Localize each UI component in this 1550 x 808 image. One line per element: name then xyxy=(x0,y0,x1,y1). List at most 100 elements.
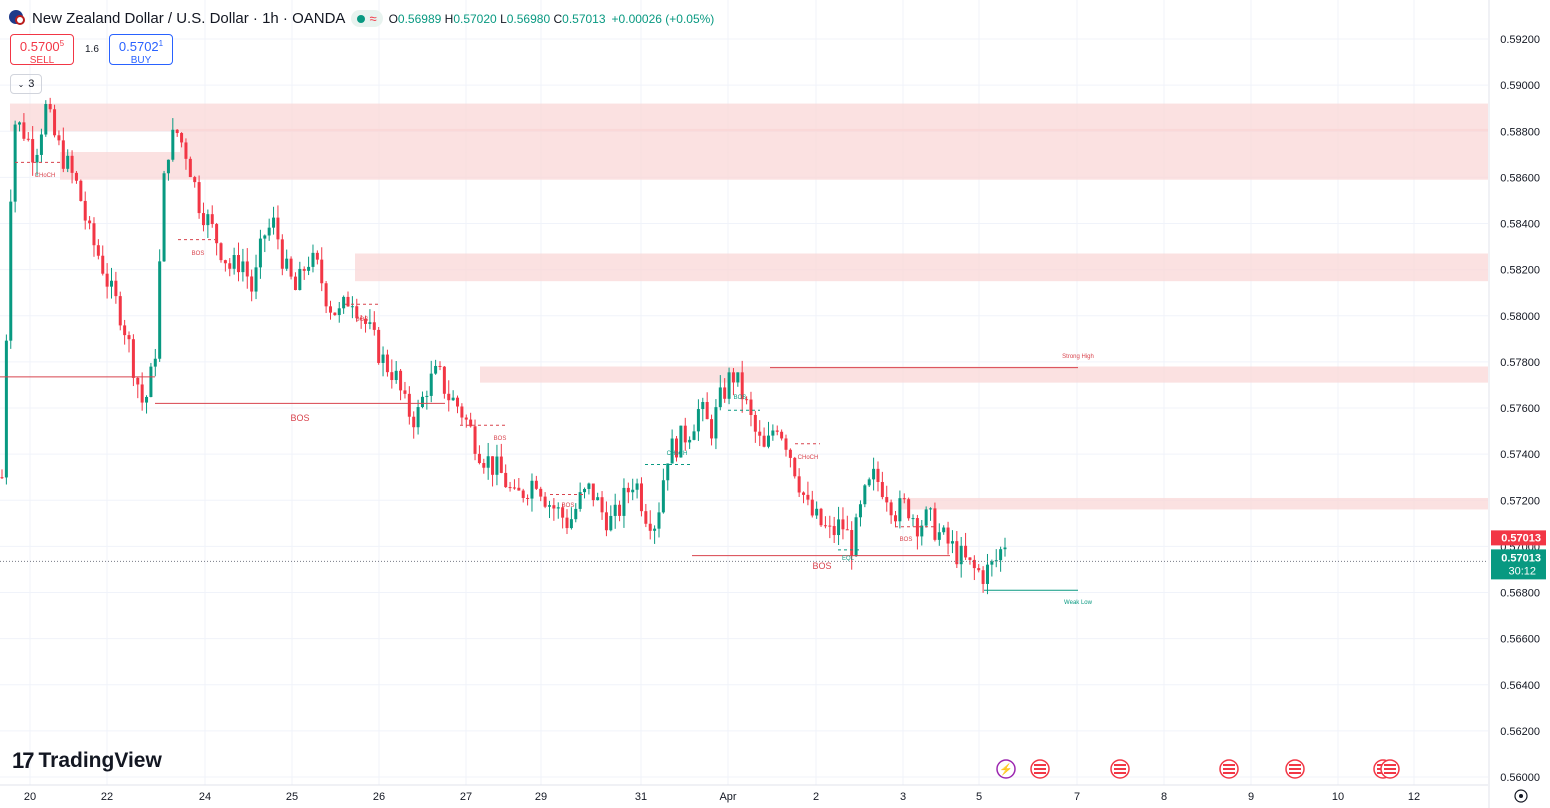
us-event-flag-icon xyxy=(1285,759,1305,779)
time-tick-label: 3 xyxy=(900,791,906,803)
time-tick-label: 24 xyxy=(199,791,211,803)
candle-body xyxy=(482,463,486,468)
sell-button[interactable]: 0.57005 SELL xyxy=(10,34,74,66)
candle-body xyxy=(950,541,954,544)
candle-body xyxy=(320,259,324,284)
candle-body xyxy=(718,387,722,408)
currency-flag-icon xyxy=(8,8,26,29)
candle-body xyxy=(902,498,906,500)
candle-body xyxy=(736,372,740,383)
candle-body xyxy=(280,239,284,269)
indicators-toggle[interactable]: ⌄ 3 xyxy=(10,74,42,94)
supply-zone xyxy=(60,152,1488,180)
candle-body xyxy=(578,492,582,509)
candle-body xyxy=(26,138,30,140)
candle-body xyxy=(543,496,547,507)
candle-body xyxy=(810,499,814,516)
candle-body xyxy=(618,504,622,516)
candle-body xyxy=(92,223,96,246)
bid-price-badge xyxy=(1491,530,1546,546)
chart-legend: New Zealand Dollar / U.S. Dollar · 1h · … xyxy=(8,8,714,29)
last-price-badge xyxy=(1491,549,1546,580)
market-status-pill[interactable]: ≈ xyxy=(351,10,383,27)
candle-body xyxy=(696,409,700,432)
candle-body xyxy=(61,140,65,169)
supply-zone xyxy=(480,366,1488,383)
time-tick-label: 5 xyxy=(976,791,982,803)
economic-events[interactable]: ⚡ xyxy=(996,759,1400,779)
candle-body xyxy=(39,134,43,155)
time-tick-label: 27 xyxy=(460,791,472,803)
candle-body xyxy=(438,365,442,367)
candle-body xyxy=(797,476,801,493)
candle-body xyxy=(101,255,105,274)
price-axis[interactable]: 0.59200 0.59000 0.58800 0.58600 0.58400 0.582… xyxy=(1488,0,1546,808)
candle-body xyxy=(464,417,468,420)
candle-body xyxy=(145,396,149,403)
candle-body xyxy=(403,390,407,394)
flash-event-icon: ⚡ xyxy=(996,759,1016,779)
candle-body xyxy=(508,487,512,489)
candle-body xyxy=(587,483,591,489)
bid-price-label: 0.57013 xyxy=(1501,532,1541,544)
candle-body xyxy=(999,549,1003,561)
candle-body xyxy=(188,158,192,178)
time-axis[interactable]: 20 22 24 25 26 27 29 31 Apr 2 3 5 7 8 9 10 12 xyxy=(0,784,1488,803)
candle-body xyxy=(276,217,280,240)
candle-body xyxy=(911,518,915,520)
annotation-label: CHoCH xyxy=(798,455,819,461)
supply-zone xyxy=(180,128,1488,153)
candle-body xyxy=(267,227,271,236)
candle-body xyxy=(626,487,630,493)
candle-body xyxy=(644,511,648,524)
candle-body xyxy=(972,559,976,569)
symbol-title[interactable]: New Zealand Dollar / U.S. Dollar · 1h · … xyxy=(32,10,346,27)
candle-body xyxy=(416,407,420,428)
candle-body xyxy=(959,545,963,565)
candle-body xyxy=(639,483,643,512)
candle-body xyxy=(858,504,862,518)
candle-body xyxy=(381,354,385,363)
candle-body xyxy=(429,373,433,396)
buy-button[interactable]: 0.57021 BUY xyxy=(109,34,173,66)
candle-body xyxy=(215,224,219,244)
price-tick-label: 0.56000 xyxy=(1500,772,1540,784)
candle-body xyxy=(184,142,188,159)
candle-body xyxy=(88,220,92,224)
candle-body xyxy=(53,109,57,136)
market-open-icon xyxy=(357,14,366,23)
candle-body xyxy=(885,497,889,503)
candle-body xyxy=(670,438,674,464)
candle-body xyxy=(832,526,836,536)
candle-body xyxy=(775,430,779,432)
candle-body xyxy=(399,370,403,391)
candle-body xyxy=(547,505,551,507)
candle-body xyxy=(1003,547,1007,550)
candle-body xyxy=(79,180,83,201)
candle-body xyxy=(390,372,394,381)
candle-body xyxy=(123,325,127,336)
candle-body xyxy=(727,372,731,399)
candle-body xyxy=(328,306,332,313)
candle-body xyxy=(512,487,516,489)
candle-body xyxy=(250,276,254,292)
candle-body xyxy=(985,564,989,584)
annotation-label: BOS xyxy=(812,561,831,571)
candle-body xyxy=(495,456,499,475)
candle-body xyxy=(596,497,600,501)
settings-gear-icon[interactable] xyxy=(1514,789,1528,803)
candle-body xyxy=(460,406,464,418)
candle-body xyxy=(517,487,521,491)
time-tick-label: 20 xyxy=(24,791,36,803)
annotation-label: BOS xyxy=(734,395,747,401)
candle-body xyxy=(197,182,201,214)
candle-body xyxy=(201,213,205,226)
candle-body xyxy=(473,426,477,454)
annotation-label: BOS xyxy=(900,537,913,543)
candle-body xyxy=(293,276,297,291)
annotation-label: Strong High xyxy=(1062,354,1094,360)
candle-body xyxy=(364,318,368,324)
candle-body xyxy=(9,201,13,341)
annotation-label: BOS xyxy=(562,503,575,509)
